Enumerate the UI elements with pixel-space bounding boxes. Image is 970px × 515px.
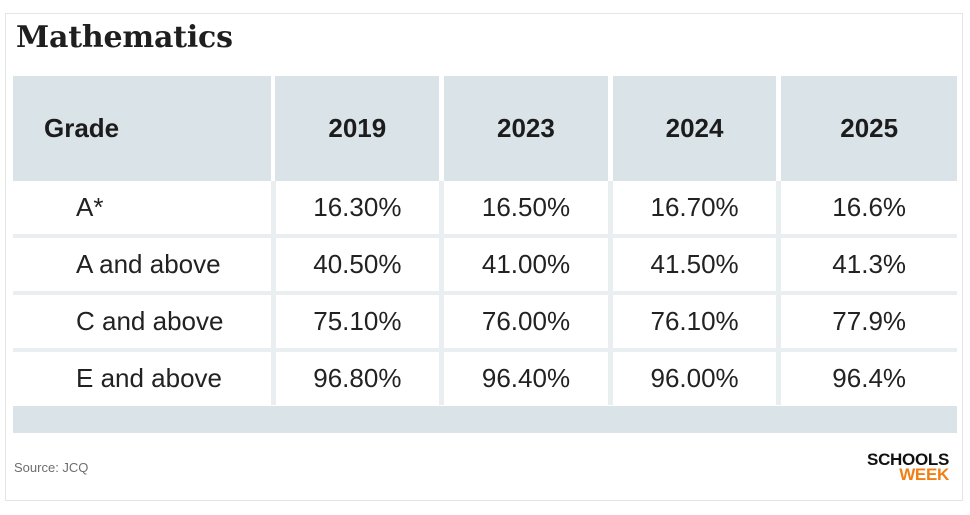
table-card: Mathematics Grade 2019 2023 2024 2025 A*… bbox=[5, 13, 963, 501]
column-gap bbox=[776, 352, 782, 405]
table-cell: 40.50% bbox=[275, 238, 440, 291]
row-separator bbox=[13, 234, 957, 238]
page-title: Mathematics bbox=[16, 20, 233, 55]
table-cell: 96.40% bbox=[444, 352, 608, 405]
table-header-row: Grade 2019 2023 2024 2025 bbox=[13, 76, 957, 181]
source-note: Source: JCQ bbox=[14, 460, 89, 475]
column-gap bbox=[607, 238, 613, 291]
column-gap bbox=[776, 76, 782, 181]
column-gap bbox=[270, 295, 276, 348]
table-cell: 16.50% bbox=[444, 181, 608, 234]
table-cell: 41.00% bbox=[444, 238, 608, 291]
column-gap bbox=[607, 352, 613, 405]
column-gap bbox=[607, 295, 613, 348]
row-label: E and above bbox=[13, 352, 271, 405]
column-gap bbox=[776, 238, 782, 291]
column-gap bbox=[439, 181, 445, 234]
column-gap bbox=[270, 352, 276, 405]
data-table: Grade 2019 2023 2024 2025 A* 16.30% 16.5… bbox=[13, 76, 957, 405]
column-header-2019: 2019 bbox=[275, 76, 440, 181]
column-header-2025: 2025 bbox=[781, 76, 957, 181]
row-separator bbox=[13, 348, 957, 352]
table-footer-bar bbox=[13, 406, 957, 433]
column-gap bbox=[439, 76, 445, 181]
table-cell: 96.00% bbox=[612, 352, 777, 405]
table-cell: 76.00% bbox=[444, 295, 608, 348]
column-header-2023: 2023 bbox=[444, 76, 608, 181]
column-gap bbox=[270, 181, 276, 234]
row-label: A* bbox=[13, 181, 271, 234]
logo-line-week: WEEK bbox=[899, 465, 949, 484]
column-gap bbox=[439, 295, 445, 348]
table-cell: 75.10% bbox=[275, 295, 440, 348]
column-gap bbox=[776, 181, 782, 234]
table-cell: 96.4% bbox=[781, 352, 957, 405]
table-cell: 77.9% bbox=[781, 295, 957, 348]
table-cell: 76.10% bbox=[612, 295, 777, 348]
table-cell: 16.70% bbox=[612, 181, 777, 234]
column-gap bbox=[439, 352, 445, 405]
logo-line-schools: SCHOOLS bbox=[867, 450, 949, 469]
column-header-grade: Grade bbox=[13, 76, 271, 181]
table-cell: 16.6% bbox=[781, 181, 957, 234]
table-row: A and above 40.50% 41.00% 41.50% 41.3% bbox=[13, 238, 957, 291]
table-row: C and above 75.10% 76.00% 76.10% 77.9% bbox=[13, 295, 957, 348]
column-gap bbox=[439, 238, 445, 291]
schools-week-logo: SCHOOLS WEEK bbox=[867, 450, 949, 484]
table-row: E and above 96.80% 96.40% 96.00% 96.4% bbox=[13, 352, 957, 405]
column-gap bbox=[270, 238, 276, 291]
table-cell: 41.50% bbox=[612, 238, 777, 291]
column-gap bbox=[607, 76, 613, 181]
column-gap bbox=[607, 181, 613, 234]
row-label: C and above bbox=[13, 295, 271, 348]
column-gap bbox=[776, 295, 782, 348]
table-cell: 16.30% bbox=[275, 181, 440, 234]
table-row: A* 16.30% 16.50% 16.70% 16.6% bbox=[13, 181, 957, 234]
row-separator bbox=[13, 291, 957, 295]
row-label: A and above bbox=[13, 238, 271, 291]
table-cell: 41.3% bbox=[781, 238, 957, 291]
column-header-2024: 2024 bbox=[612, 76, 777, 181]
column-gap bbox=[270, 76, 276, 181]
table-cell: 96.80% bbox=[275, 352, 440, 405]
